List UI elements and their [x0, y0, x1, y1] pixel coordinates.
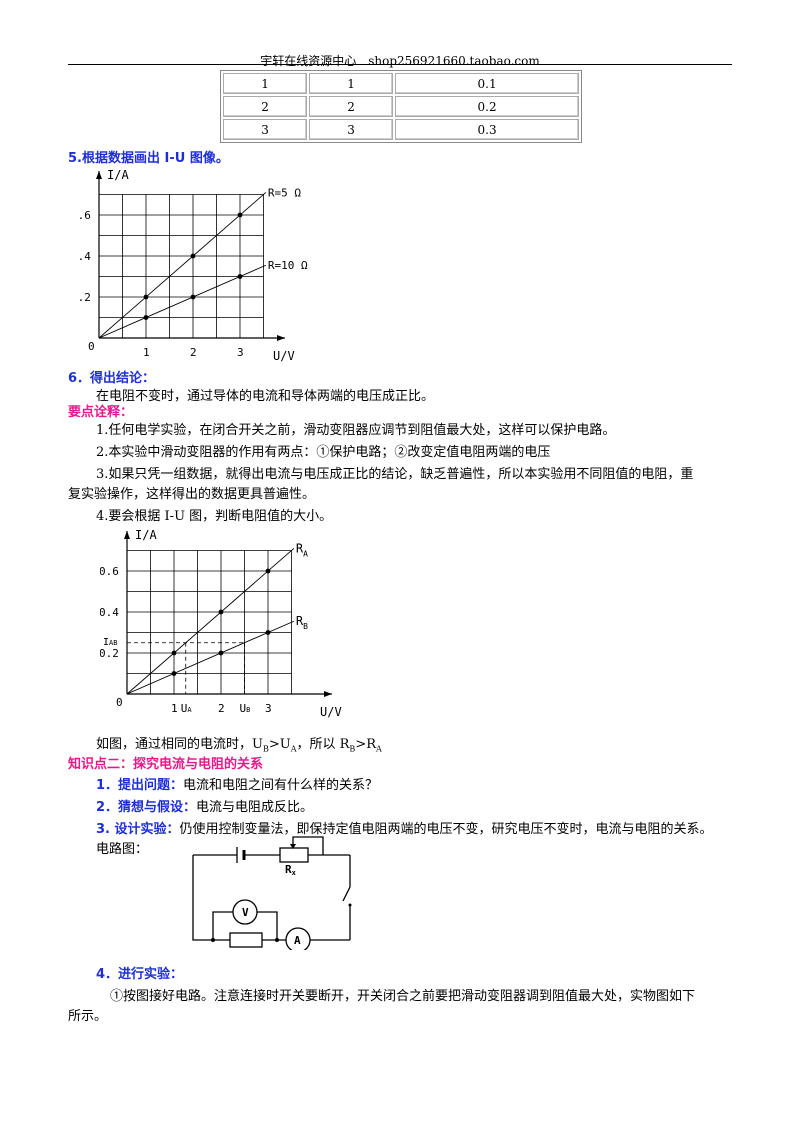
circuit-label: 电路图：	[96, 842, 149, 857]
key-point-2: 2.本实验中滑动变阻器的作用有两点：①保护电路；②改变定值电阻两端的电压	[96, 445, 551, 460]
y-tick-label: 0.4	[100, 606, 119, 619]
y-tick-label: 0.6	[100, 565, 119, 578]
key-point-3b: 复实验操作，这样得出的数据更具普遍性。	[68, 487, 316, 502]
x-axis-label: U/V	[320, 705, 342, 719]
series-label: RB	[296, 614, 308, 631]
data-table: 1 1 0.1 2 2 0.2 3 3 0.3	[220, 70, 582, 143]
left-wire	[192, 855, 210, 941]
y-tick-label: 0.2	[100, 647, 119, 660]
x-tick-label: 2	[190, 346, 197, 359]
switch	[342, 886, 351, 902]
table-cell: 0.1	[395, 73, 579, 94]
data-point	[265, 630, 271, 635]
series-label: RA	[296, 541, 308, 558]
question-2: 2．猜想与假设：电流与电阻成反比。	[96, 800, 314, 815]
rheostat-slider-wire	[292, 836, 324, 855]
u-label: UB	[240, 702, 251, 715]
ammeter-label: A	[294, 934, 301, 947]
x-tick-label: 3	[265, 702, 272, 715]
x-tick-label: 2	[218, 702, 225, 715]
key-point-3a: 3.如果只凭一组数据，就得出电流与电压成正比的结论，缺乏普遍性，所以本实验用不同…	[96, 467, 694, 482]
chart2-caption: 如图，通过相同的电流时，UB>UA，所以 RB>RA	[96, 737, 382, 754]
x-axis-arrow-icon	[277, 335, 285, 341]
data-point	[190, 253, 196, 259]
step5-title: 5.根据数据画出 I-U 图像。	[68, 151, 229, 166]
step6-text: 在电阻不变时，通过导体的电流和导体两端的电压成正比。	[96, 389, 435, 404]
table-cell: 2	[309, 96, 394, 117]
series-label: R=10 Ω	[268, 259, 308, 272]
key-point-1: 1.任何电学实验，在闭合开关之前，滑动变阻器应调节到阻值最大处，这样可以保护电路…	[96, 423, 616, 438]
series-label: R=5 Ω	[268, 186, 301, 199]
table-row: 2 2 0.2	[223, 96, 579, 117]
y-axis-label: I/A	[135, 528, 157, 542]
y-axis-arrow-icon	[124, 531, 130, 539]
origin-label: 0	[116, 696, 123, 709]
question-1: 1．提出问题：电流和电阻之间有什么样的关系？	[96, 778, 379, 793]
series-line	[126, 548, 295, 695]
table-cell: 0.2	[395, 96, 579, 117]
key-points-title: 要点诠释：	[68, 405, 134, 420]
data-point	[218, 650, 224, 656]
x-tick-label: 1	[143, 346, 150, 359]
data-point	[143, 315, 149, 320]
resistor	[229, 932, 263, 948]
table-cell: 3	[223, 119, 308, 140]
data-point	[143, 294, 149, 300]
voltmeter-label: V	[242, 906, 249, 919]
data-point	[218, 609, 224, 615]
x-tick-label: 3	[237, 346, 244, 359]
iu-chart-1: I/A U/V 0 1 2 3 0.2 0.4 0.6 R=5 Ω R=10 Ω	[80, 168, 308, 363]
data-point	[171, 671, 177, 676]
iab-label: IAB	[103, 637, 117, 648]
data-point	[237, 212, 243, 218]
section2-title: 知识点二：探究电流与电阻的关系	[68, 757, 264, 772]
iu-chart-2: I/A U/V 0 1 2 3 0.2 0.4 0.6 RA RB IAB UA UB	[100, 528, 342, 719]
table-row: 3 3 0.3	[223, 119, 579, 140]
data-point	[171, 650, 177, 656]
rheostat-label: Rx	[285, 863, 297, 877]
question-4-text-b: 所示。	[68, 1009, 108, 1024]
y-tick-label: 0.6	[80, 209, 91, 222]
data-point	[237, 274, 243, 279]
y-tick-label: 0.4	[80, 250, 91, 263]
table-cell: 3	[309, 119, 394, 140]
data-point	[265, 568, 271, 574]
y-axis-label: I/A	[107, 168, 129, 182]
data-point	[190, 294, 196, 300]
x-axis-label: U/V	[273, 349, 295, 363]
question-3: 3. 设计实验：仍使用控制变量法，即保持定值电阻两端的电压不变，研究电压不变时，…	[96, 822, 713, 837]
table-cell: 1	[223, 73, 308, 94]
y-axis-arrow-icon	[96, 171, 102, 179]
page-header: 宇轩在线资源中心 shop256921660.taobao.com	[260, 54, 540, 68]
question-4-text-a: ①按图接好电路。注意连接时开关要断开，开关闭合之前要把滑动变阻器调到阻值最大处，…	[110, 989, 696, 1004]
series-line	[98, 192, 267, 339]
key-point-4: 4.要会根据 I-U 图，判断电阻值的大小。	[96, 509, 333, 524]
y-tick-label: 0.2	[80, 291, 91, 304]
table-cell: 1	[309, 73, 394, 94]
table-row: 1 1 0.1	[223, 73, 579, 94]
table-cell: 2	[223, 96, 308, 117]
step6-title: 6．得出结论：	[68, 371, 156, 386]
circuit-diagram: Rx V A R	[192, 836, 352, 950]
slider-arrow-icon	[290, 844, 296, 849]
u-label: UA	[181, 702, 193, 715]
origin-label: 0	[88, 340, 95, 353]
table-cell: 0.3	[395, 119, 579, 140]
header-rule	[68, 64, 732, 65]
x-axis-arrow-icon	[324, 691, 332, 697]
x-tick-label: 1	[171, 702, 178, 715]
question-4: 4．进行实验：	[96, 967, 184, 982]
rheostat	[279, 847, 309, 863]
